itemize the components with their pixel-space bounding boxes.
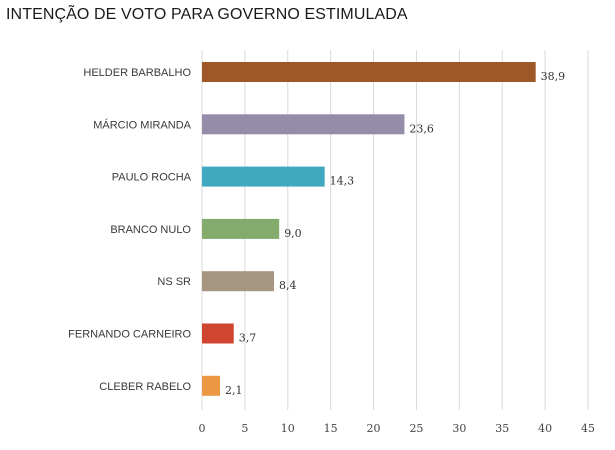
x-axis-ticks: 0 5 10 15 20 25 30 35 40 45 — [199, 422, 596, 435]
x-tick-label: 25 — [409, 422, 423, 435]
bar — [202, 114, 405, 135]
x-tick-label: 20 — [367, 422, 381, 435]
value-label: 8,4 — [279, 279, 297, 292]
bar — [202, 375, 221, 396]
value-label: 3,7 — [239, 332, 257, 345]
x-tick-label: 45 — [581, 422, 595, 435]
bar — [202, 166, 325, 187]
value-label: 23,6 — [409, 122, 434, 135]
x-tick-label: 35 — [495, 422, 509, 435]
x-tick-label: 10 — [281, 422, 295, 435]
chart-title: INTENÇÃO DE VOTO PARA GOVERNO ESTIMULADA — [6, 6, 408, 23]
category-label: CLEBER RABELO — [99, 381, 191, 393]
category-label: BRANCO NULO — [110, 224, 191, 236]
x-tick-label: 15 — [324, 422, 338, 435]
value-label: 9,0 — [284, 227, 302, 240]
value-label: 14,3 — [330, 175, 355, 188]
value-labels: 38,9 23,6 14,3 9,0 8,4 3,7 2,1 — [225, 70, 565, 397]
x-tick-label: 5 — [241, 422, 248, 435]
category-label: MÁRCIO MIRANDA — [93, 118, 191, 131]
bars — [202, 62, 536, 396]
x-tick-label: 30 — [452, 422, 466, 435]
category-label: HELDER BARBALHO — [83, 67, 191, 79]
category-label: FERNANDO CARNEIRO — [68, 329, 191, 341]
category-label: PAULO ROCHA — [112, 172, 192, 184]
bar — [202, 62, 536, 82]
value-label: 38,9 — [541, 70, 566, 83]
x-tick-label: 40 — [538, 422, 552, 435]
value-label: 2,1 — [225, 384, 243, 397]
bar — [202, 218, 280, 239]
category-labels: HELDER BARBALHO MÁRCIO MIRANDA PAULO ROCHA… — [68, 67, 192, 393]
bar — [202, 323, 234, 344]
x-tick-label: 0 — [199, 422, 206, 435]
category-label: NS SR — [157, 276, 191, 288]
bar — [202, 271, 275, 292]
